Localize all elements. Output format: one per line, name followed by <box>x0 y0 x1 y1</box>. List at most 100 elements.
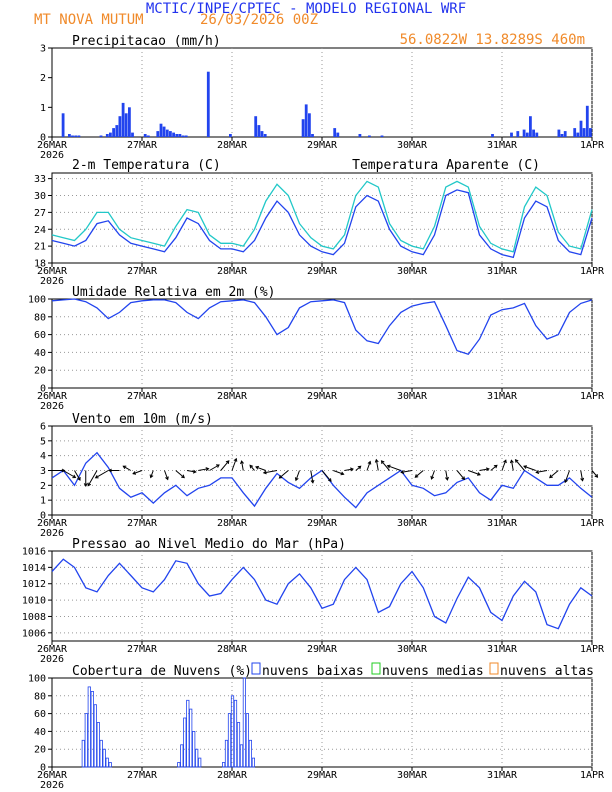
temp-ytick-label: 33 <box>34 174 46 185</box>
precip-xtick-label: 31MAR <box>487 140 518 151</box>
precip-bar <box>525 132 529 137</box>
wind-arrow <box>186 470 196 473</box>
legend-altas: nuvens altas <box>500 664 594 679</box>
wind-xtick-label: 31MAR <box>487 518 518 529</box>
precip-bar <box>181 135 185 137</box>
cloud-bar-baixas <box>105 757 109 768</box>
wind-arrow-head <box>367 460 372 465</box>
cloud-ytick-label: 20 <box>34 745 46 756</box>
slp-xtick-label: 27MAR <box>127 644 158 655</box>
slp-ytick-label: 1014 <box>22 563 46 574</box>
wind-arrow-head <box>215 464 220 468</box>
slp-ytick-label: 1006 <box>22 628 46 639</box>
wind-arrow-head <box>485 467 490 472</box>
wind-arrow <box>479 468 489 471</box>
wind-xtick-label: 28MAR <box>217 518 248 529</box>
temp-ytick-label: 18 <box>34 259 46 270</box>
wind-arrow-head <box>445 476 449 481</box>
slp-year-label: 2026 <box>40 654 64 665</box>
cloud-bar-baixas <box>248 739 252 768</box>
cloud-bar-baixas <box>186 699 190 768</box>
wind-arrow-head <box>83 483 88 487</box>
cloud-bar-baixas <box>87 686 91 768</box>
temp-ytick-label: 24 <box>34 225 46 236</box>
wind-arrow <box>387 465 401 471</box>
precip-bar <box>254 116 258 137</box>
wind-arrow <box>501 459 507 471</box>
precip-bar <box>115 125 119 137</box>
wind-arrow-head <box>87 482 92 487</box>
wind-arrow <box>401 470 413 473</box>
cloud-bar-baixas <box>251 757 255 768</box>
precip-bar <box>522 129 526 137</box>
precip-xtick-label: 26MAR <box>37 140 68 151</box>
precip-bar <box>304 104 308 137</box>
wind-arrow-head <box>400 470 405 474</box>
wind-xtick-label: 29MAR <box>307 518 338 529</box>
rh-xtick-label: 26MAR <box>37 391 68 402</box>
precip-bar <box>529 116 532 137</box>
precip-bar <box>172 132 175 137</box>
cloud-bar-baixas <box>96 722 100 768</box>
precip-bar <box>532 129 535 137</box>
rh-ytick-label: 100 <box>28 295 46 306</box>
precip-year-label: 2026 <box>40 150 64 161</box>
precip-bar <box>121 102 125 137</box>
cloud-bar-baixas <box>221 762 226 768</box>
cloud-bar-baixas <box>99 739 103 768</box>
precip-bar <box>165 129 169 137</box>
wind-arrow <box>231 458 237 471</box>
precip-bar <box>582 128 586 137</box>
precip-bar <box>131 132 134 137</box>
temp-apparent-legend: Temperatura Aparente (C) <box>352 158 540 173</box>
precip-bar <box>71 135 74 137</box>
precip-ytick-label: 3 <box>40 44 46 55</box>
wind-arrow-head <box>108 468 112 473</box>
wind-arrow <box>249 464 255 471</box>
wind-arrow <box>456 470 465 480</box>
cloud-bar-baixas <box>84 713 88 768</box>
precip-bar <box>74 135 78 137</box>
cloud-bar-baixas <box>180 744 184 768</box>
precip-ytick-label: 0 <box>40 133 46 144</box>
rh-ytick-label: 20 <box>34 366 46 377</box>
wind-arrow <box>132 470 143 475</box>
temp-ytick-label: 30 <box>34 191 46 202</box>
precip-bar <box>175 134 179 137</box>
cloud-bar-baixas <box>230 695 235 768</box>
cloud-bar-baixas <box>93 704 97 768</box>
precip-bar <box>301 119 305 137</box>
cloud-bar-baixas <box>177 762 181 768</box>
wind-arrow-head <box>594 474 599 478</box>
cloud-title: Cobertura de Nuvens (%) <box>72 664 252 679</box>
legend-box-medias <box>371 662 381 675</box>
temp-ytick-label: 27 <box>34 208 46 219</box>
cloud-ytick-label: 80 <box>34 691 46 702</box>
precip-bar <box>308 113 311 137</box>
precip-bar <box>68 134 71 137</box>
precip-bar <box>184 135 188 137</box>
precip-bar <box>557 129 561 137</box>
wind-arrow-head <box>294 477 299 482</box>
wind-arrow <box>333 470 344 475</box>
wind-arrow-head <box>461 476 466 481</box>
cloud-xtick-label: 26MAR <box>37 770 68 781</box>
temp-xtick-label: 27MAR <box>127 266 158 277</box>
legend-medias: nuvens medias <box>382 664 484 679</box>
wind-ytick-label: 1 <box>40 496 46 507</box>
wind-arrow <box>510 460 514 471</box>
precip-bar <box>336 132 340 137</box>
temp-xtick-label: 29MAR <box>307 266 338 277</box>
rh-title: Umidade Relativa em 2m (%) <box>72 285 276 300</box>
precip-bar <box>118 116 122 137</box>
cloud-bar-baixas <box>108 762 112 768</box>
rh-xtick-label: 30MAR <box>397 391 428 402</box>
wind-arrow <box>164 470 169 480</box>
legend-box-altas <box>489 662 499 675</box>
slp-xtick-label: 26MAR <box>37 644 68 655</box>
precip-bar <box>162 126 166 137</box>
wind-ytick-label: 4 <box>40 451 46 462</box>
rh-xtick-label: 31MAR <box>487 391 518 402</box>
wind-arrow <box>523 465 536 471</box>
precip-bar <box>124 113 128 137</box>
